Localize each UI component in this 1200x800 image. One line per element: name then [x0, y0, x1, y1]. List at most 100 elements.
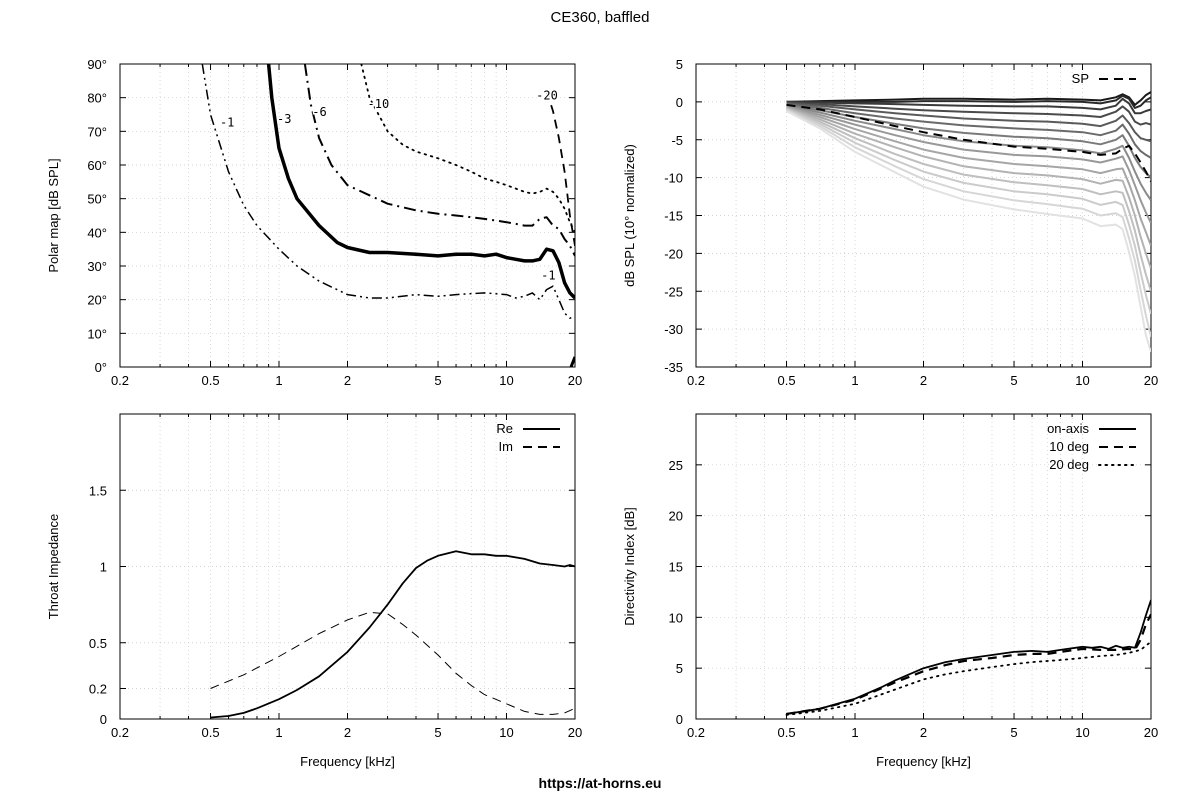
- y-tick-label: 15: [669, 560, 683, 575]
- x-tick-label: 5: [1010, 725, 1017, 740]
- y-axis-title: Throat Impedance: [46, 514, 61, 620]
- legend-label: Im: [499, 439, 513, 454]
- y-tick-label: -25: [664, 284, 683, 299]
- y-tick-label: 0: [676, 712, 683, 727]
- im-line: [210, 611, 575, 715]
- x-axis-title: Frequency [kHz]: [876, 754, 971, 769]
- legend-label: 20 deg: [1049, 457, 1089, 472]
- x-tick-label: 1: [275, 725, 282, 740]
- y-tick-label: 5: [676, 661, 683, 676]
- on-axis-line: [786, 599, 1151, 715]
- y-tick-label: 10: [669, 610, 683, 625]
- y-tick-label: 1.5: [89, 483, 107, 498]
- contour-label: -6: [312, 105, 326, 119]
- y-tick-label: 1: [100, 560, 107, 575]
- spl-curve-3: [786, 101, 1151, 126]
- y-tick-label: 20°: [87, 293, 107, 308]
- plot-area: [785, 599, 1151, 716]
- y-tick-label: -20: [664, 246, 683, 261]
- x-tick-label: 0.5: [777, 373, 795, 388]
- y-tick-label: 0.5: [89, 636, 107, 651]
- y-tick-label: -5: [671, 133, 683, 148]
- y-tick-label: 70°: [87, 124, 107, 139]
- legend-label: SP: [1072, 71, 1089, 86]
- x-tick-label: 2: [920, 373, 927, 388]
- x-tick-label: 0.5: [201, 373, 219, 388]
- y-axis-title: dB SPL (10° normalized): [622, 144, 637, 287]
- y-tick-label: 40°: [87, 225, 107, 240]
- y-tick-label: 0°: [95, 360, 107, 375]
- y-tick-label: -10: [664, 171, 683, 186]
- y-tick-label: 25: [669, 458, 683, 473]
- spl-curve-8: [786, 105, 1151, 224]
- x-tick-label: 1: [851, 373, 858, 388]
- re-line: [210, 550, 575, 719]
- y-tick-label: 50°: [87, 192, 107, 207]
- spl-curve-2: [786, 97, 1151, 115]
- contour-1-line: [201, 64, 575, 319]
- y-tick-label: 10°: [87, 326, 107, 341]
- contour-3-line: [266, 64, 575, 300]
- legend-label: on-axis: [1047, 421, 1089, 436]
- plot-area: [201, 64, 575, 367]
- y-tick-label: 90°: [87, 57, 107, 72]
- y-axis-title: Directivity Index [dB]: [622, 507, 637, 626]
- x-tick-label: 1: [851, 725, 858, 740]
- spl-curve-12: [786, 108, 1151, 315]
- y-tick-label: -35: [664, 360, 683, 375]
- y-axis-title: Polar map [dB SPL]: [46, 158, 61, 272]
- spl-curve-13: [786, 109, 1151, 337]
- 20-deg-line: [785, 640, 1151, 716]
- spl-curve-10: [786, 106, 1151, 269]
- x-tick-label: 5: [434, 373, 441, 388]
- x-tick-label: 5: [434, 725, 441, 740]
- x-tick-label: 10: [1075, 373, 1089, 388]
- spl-curve-9: [786, 106, 1151, 247]
- plot-area: [786, 91, 1151, 353]
- x-tick-label: 10: [1075, 725, 1089, 740]
- spl-curve-6: [786, 103, 1151, 179]
- contour-20-line: [545, 90, 575, 246]
- x-tick-label: 0.5: [201, 725, 219, 740]
- x-tick-label: 0.2: [687, 373, 705, 388]
- page-title: CE360, baffled: [550, 9, 650, 26]
- x-tick-label: 20: [568, 373, 582, 388]
- x-axis-title: Frequency [kHz]: [300, 754, 395, 769]
- y-tick-label: 5: [676, 57, 683, 72]
- spl-curve-1: [786, 94, 1151, 109]
- spl-curve-4: [786, 102, 1151, 143]
- y-tick-label: 0: [676, 95, 683, 110]
- legend-label: 10 deg: [1049, 439, 1089, 454]
- contour-10-line: [360, 64, 575, 234]
- y-tick-label: 20: [669, 509, 683, 524]
- contour-label: -20: [536, 88, 558, 102]
- throat-impedance-chart: 0.2 0.5 1 2 5 10 20 0 0.2 0.5 1 1.5 Throat Impedance…: [46, 413, 582, 769]
- footer-url: https://at-horns.eu: [538, 775, 662, 791]
- spl-curve-0: [786, 91, 1151, 106]
- sp-curve: [786, 103, 1151, 182]
- x-tick-label: 10: [499, 725, 513, 740]
- x-tick-label: 10: [499, 373, 513, 388]
- x-tick-label: 5: [1010, 373, 1017, 388]
- x-tick-label: 20: [1144, 725, 1158, 740]
- x-tick-label: 0.2: [111, 725, 129, 740]
- plot-frame: [119, 63, 576, 368]
- y-tick-label: -30: [664, 322, 683, 337]
- spl-curve-7: [786, 104, 1151, 201]
- plot-area: [210, 550, 575, 719]
- legend-label: Re: [496, 421, 513, 436]
- x-tick-label: 0.2: [111, 373, 129, 388]
- contour-label: -1: [541, 268, 555, 282]
- x-tick-label: 20: [1144, 373, 1158, 388]
- x-tick-label: 20: [568, 725, 582, 740]
- y-tick-label: 0: [100, 712, 107, 727]
- contour-label: -3: [277, 112, 291, 126]
- contour-label: -1: [220, 115, 234, 129]
- contour-label: -10: [368, 97, 390, 111]
- x-tick-label: 0.5: [777, 725, 795, 740]
- y-tick-label: 0.2: [89, 682, 107, 697]
- x-tick-label: 2: [920, 725, 927, 740]
- contour5-line: [569, 356, 575, 367]
